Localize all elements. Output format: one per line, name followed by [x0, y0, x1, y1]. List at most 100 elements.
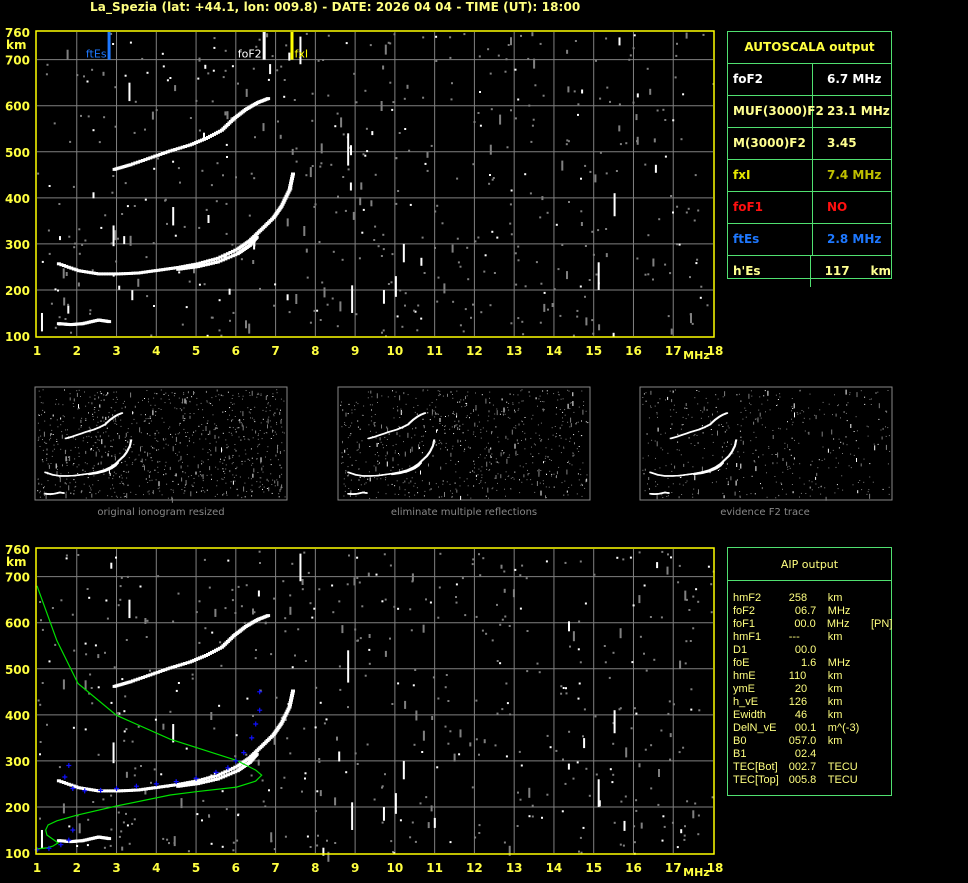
trace-echo-F2_lower — [281, 717, 286, 721]
noise-echo — [789, 449, 791, 451]
noise-echo — [201, 463, 203, 465]
noise-echo — [221, 449, 223, 451]
noise-echo — [484, 482, 486, 484]
trace-echo-F2_lower — [129, 441, 132, 443]
noise-echo — [471, 786, 474, 789]
noise-echo — [517, 98, 520, 101]
noise-echo — [474, 836, 477, 839]
noise-echo — [457, 461, 459, 463]
noise-echo — [183, 420, 185, 422]
noise-echo — [680, 829, 683, 834]
trace-echo-F2_upper — [145, 157, 150, 161]
aip-flag — [872, 592, 891, 605]
noise-echo — [123, 470, 125, 472]
trace-echo-F2_inner — [211, 261, 215, 265]
noise-echo — [560, 398, 562, 400]
trace-echo-F2_upper — [155, 153, 160, 157]
noise-echo — [699, 296, 702, 299]
noise-echo — [332, 611, 335, 614]
noise-echo — [274, 412, 276, 414]
noise-echo — [432, 454, 434, 457]
aip-param: B0 — [733, 735, 747, 747]
noise-echo — [216, 427, 218, 429]
noise-echo — [427, 412, 429, 414]
noise-echo — [67, 456, 69, 458]
noise-echo — [86, 436, 88, 438]
noise-echo — [366, 150, 369, 153]
noise-echo — [461, 406, 463, 408]
noise-echo — [356, 441, 358, 443]
noise-echo — [148, 490, 150, 492]
noise-echo — [856, 458, 857, 462]
noise-echo — [649, 616, 652, 618]
noise-echo — [678, 496, 680, 499]
aip-unit: km — [827, 683, 843, 695]
trace-echo-F2_lower — [287, 705, 292, 709]
noise-echo — [172, 489, 174, 491]
noise-echo — [202, 409, 204, 411]
noise-echo — [410, 480, 412, 483]
noise-echo — [357, 639, 359, 642]
noise-echo — [421, 452, 423, 454]
noise-echo — [172, 160, 175, 163]
marker-foF2-label: foF2 — [238, 48, 262, 61]
noise-echo — [155, 109, 158, 112]
noise-echo — [716, 411, 718, 413]
noise-echo — [859, 480, 861, 481]
noise-echo — [73, 437, 74, 439]
noise-echo — [238, 420, 240, 422]
thumbnail-caption-eliminate: eliminate multiple reflections — [390, 507, 538, 518]
noise-echo — [478, 824, 481, 827]
trace-echo-F2_upper — [128, 163, 133, 167]
noise-echo — [219, 399, 220, 401]
noise-echo — [232, 456, 234, 458]
noise-echo — [750, 493, 752, 495]
marker-fxI-label: fxI — [294, 48, 308, 61]
echo-streak — [402, 243, 405, 263]
noise-echo — [185, 747, 188, 750]
trace-echo-F2_upper — [175, 147, 180, 151]
trace-echo-F2_lower — [109, 272, 114, 276]
noise-echo — [339, 301, 342, 312]
noise-echo — [619, 843, 622, 846]
noise-echo — [94, 442, 96, 444]
noise-echo — [303, 226, 306, 236]
noise-echo — [320, 162, 323, 165]
noise-echo — [348, 554, 350, 557]
noise-echo — [120, 425, 122, 427]
noise-echo — [530, 437, 532, 439]
noise-echo — [398, 425, 400, 427]
noise-echo — [463, 480, 465, 482]
noise-echo — [319, 790, 322, 797]
noise-echo — [340, 117, 343, 128]
noise-echo — [887, 390, 889, 391]
noise-echo — [359, 452, 361, 454]
aip-value: 110 — [788, 670, 807, 682]
noise-echo — [358, 257, 361, 260]
noise-echo — [489, 469, 491, 470]
noise-echo — [359, 197, 362, 206]
noise-echo — [555, 436, 557, 438]
aip-point — [133, 783, 139, 789]
noise-echo — [231, 398, 233, 399]
noise-echo — [480, 429, 482, 431]
noise-echo — [544, 457, 546, 459]
noise-echo — [531, 32, 534, 37]
marker-ftEs-line — [107, 32, 111, 60]
noise-echo — [263, 432, 265, 434]
noise-echo — [707, 402, 709, 404]
noise-echo — [197, 464, 199, 469]
noise-echo — [431, 402, 433, 403]
noise-echo — [133, 444, 135, 446]
noise-echo — [760, 417, 762, 419]
noise-echo — [230, 487, 232, 489]
trace-echo-F2_lower — [56, 779, 61, 783]
noise-echo — [169, 426, 171, 428]
noise-echo — [689, 640, 692, 642]
trace-echo-F2_lower — [734, 441, 737, 444]
noise-echo — [416, 329, 419, 332]
trace-echo-F2_lower — [101, 272, 106, 276]
noise-echo — [105, 395, 107, 396]
trace-echo-F2_lower — [218, 772, 223, 776]
